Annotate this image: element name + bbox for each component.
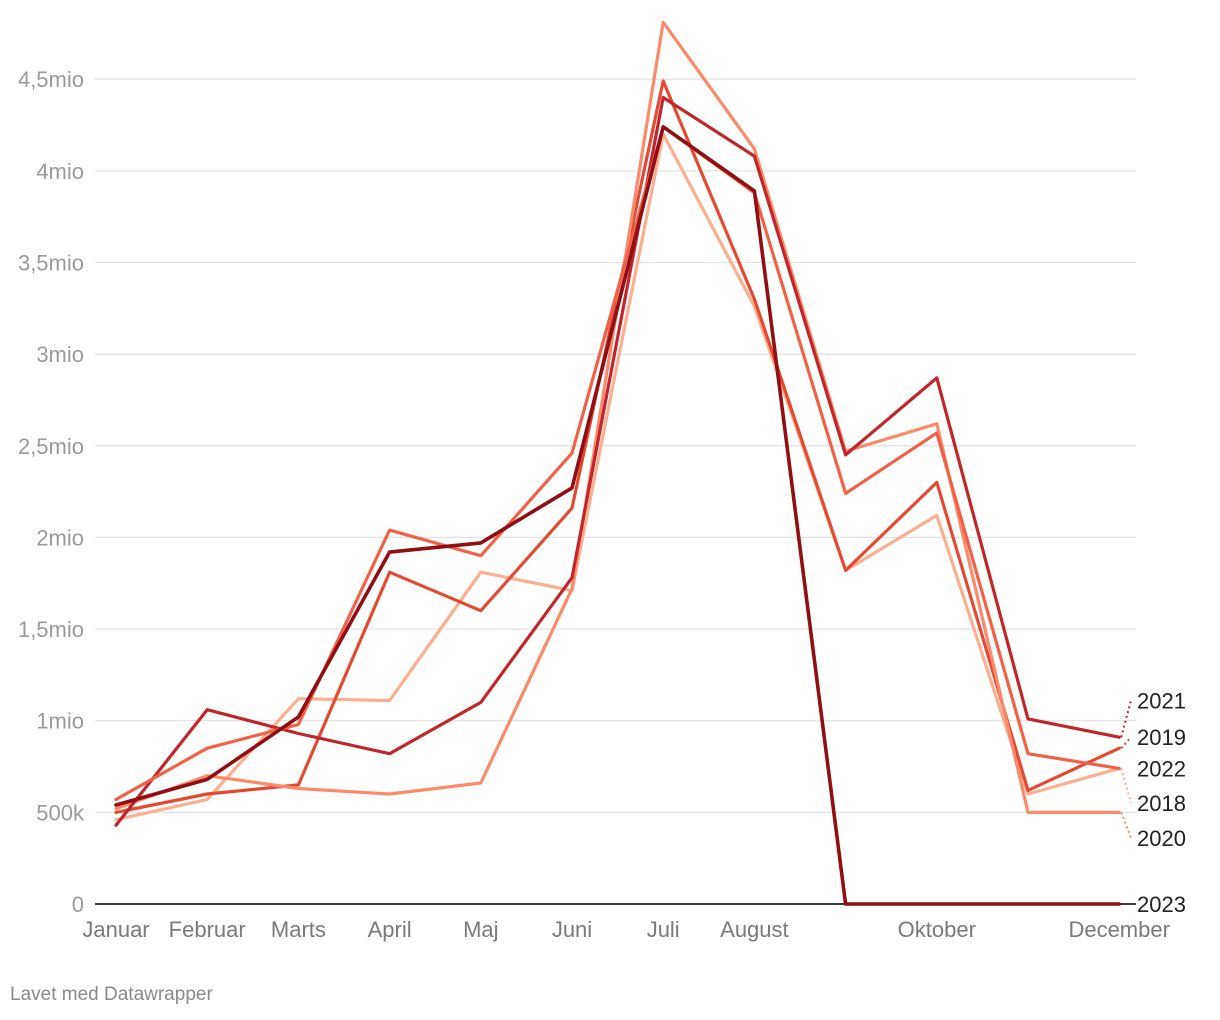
series-line-2022	[114, 125, 1121, 802]
x-tick-label: Juli	[647, 917, 680, 942]
x-tick-label: Maj	[463, 917, 498, 942]
y-tick-label: 0	[72, 892, 84, 917]
label-connector-2018	[1120, 768, 1132, 804]
x-tick-label: April	[368, 917, 412, 942]
y-tick-label: 4,5mio	[18, 67, 84, 92]
y-tick-label: 2,5mio	[18, 434, 84, 459]
y-tick-label: 1mio	[36, 709, 84, 734]
y-tick-label: 1,5mio	[18, 617, 84, 642]
x-tick-label: Oktober	[898, 917, 976, 942]
series-label-2019: 2019	[1137, 725, 1186, 750]
x-tick-label: Februar	[169, 917, 246, 942]
series-line-2020	[114, 20, 1121, 815]
series-end-labels: 2021 2019 2022 2018 2020 2023	[1120, 689, 1186, 917]
x-tick-label: Marts	[271, 917, 326, 942]
label-connector-2020	[1120, 811, 1132, 839]
series-line-2018	[114, 132, 1121, 822]
series-label-2018: 2018	[1137, 791, 1186, 816]
gridlines	[95, 78, 1136, 813]
x-tick-label: Januar	[82, 917, 149, 942]
y-tick-label: 3mio	[36, 342, 84, 367]
series-lines	[114, 20, 1121, 906]
y-tick-label: 500k	[36, 800, 85, 825]
x-axis: Januar Februar Marts April Maj Juni Juli August…	[82, 903, 1170, 942]
series-label-2022: 2022	[1137, 756, 1186, 781]
y-tick-label: 3,5mio	[18, 250, 84, 275]
y-tick-label: 2mio	[36, 525, 84, 550]
y-tick-label: 4mio	[36, 159, 84, 184]
series-line-2023	[114, 125, 1121, 906]
x-tick-label: August	[720, 917, 789, 942]
label-connector-2021	[1120, 700, 1132, 738]
series-line-2019	[114, 79, 1121, 815]
series-label-2023: 2023	[1137, 892, 1186, 917]
x-tick-label: December	[1068, 917, 1169, 942]
label-connector-2019	[1120, 736, 1132, 749]
series-label-2020: 2020	[1137, 826, 1186, 851]
series-label-2021: 2021	[1137, 689, 1186, 714]
footer-credit: Lavet med Datawrapper	[10, 984, 213, 1005]
series-line-2021	[114, 95, 1121, 827]
x-tick-label: Juni	[552, 917, 592, 942]
y-axis: 0 500k 1mio 1,5mio 2mio 2,5mio 3mio 3,5mio 4mio 4…	[18, 67, 85, 917]
